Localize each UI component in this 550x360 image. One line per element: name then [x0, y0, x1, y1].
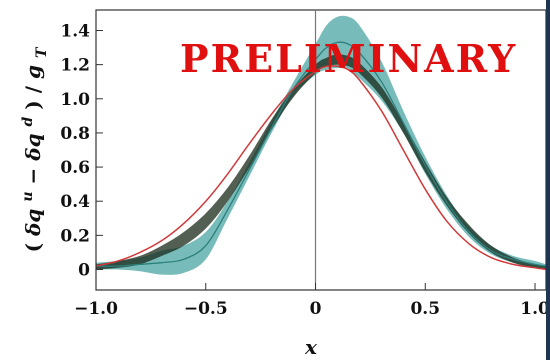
x-tick-label: 0.5	[410, 299, 440, 319]
ylabel-dq-d: δq	[21, 133, 45, 161]
ylabel-slash: /	[21, 79, 45, 93]
y-tick-label: 0.4	[60, 192, 90, 212]
x-tick-label: 0	[310, 299, 322, 319]
ylabel-g: g	[21, 65, 45, 79]
series-2-band	[96, 54, 546, 270]
ticks-layer: 0 0.2 0.4 0.6 0.8 1.0 1.2 1.4 −1.0 −0.5 0 0.5 1.0	[60, 21, 546, 319]
ylabel-dq-u: δq	[21, 209, 45, 237]
ylabel-t-sub: T	[34, 46, 50, 58]
preliminary-watermark: PRELIMINARY	[180, 36, 517, 81]
y-axis-label: ( δq u − δq d ) / g T	[13, 46, 50, 252]
y-tick-label: 0.6	[60, 158, 90, 178]
ylabel-close-paren: )	[21, 100, 45, 109]
y-tick-label: 0	[78, 261, 90, 281]
ylabel-open-paren: (	[21, 243, 45, 252]
x-tick-label: −1.0	[74, 299, 118, 319]
y-tick-label: 0.2	[60, 226, 90, 246]
series-1-line	[95, 41, 546, 267]
series-3-line	[95, 65, 546, 271]
x-axis-label: x	[304, 335, 318, 359]
ylabel-u-sup: u	[20, 191, 36, 201]
lines-layer	[95, 41, 546, 271]
y-tick-label: 0.8	[60, 124, 90, 144]
y-tick-label: 1.4	[60, 21, 90, 41]
plot-box	[95, 9, 546, 291]
x-tick-label: −0.5	[184, 299, 228, 319]
x-tick-label: 1.0	[520, 299, 546, 319]
ylabel-d-sup: d	[20, 116, 36, 126]
y-tick-label: 1.2	[60, 56, 90, 76]
y-tick-label: 1.0	[60, 90, 90, 110]
ylabel-minus: −	[21, 161, 45, 185]
